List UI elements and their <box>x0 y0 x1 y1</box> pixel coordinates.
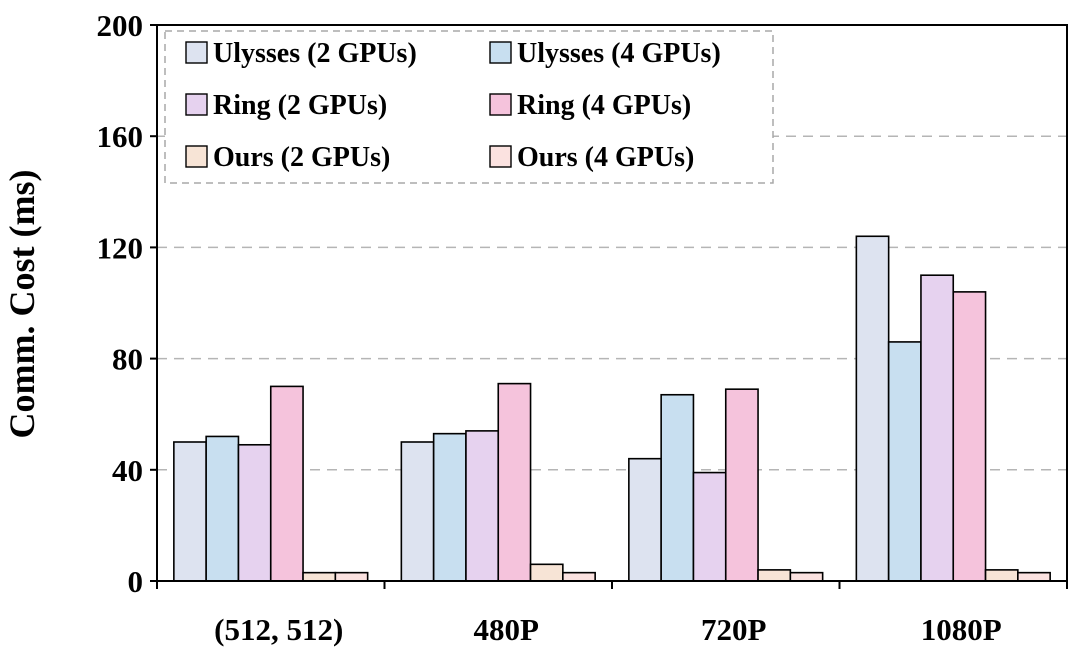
bar-2-0 <box>237 443 272 582</box>
bar-2-2 <box>692 471 727 582</box>
bar-3-3 <box>952 291 987 582</box>
bar-4-0 <box>302 571 337 582</box>
legend-label-5: Ours (4 GPUs) <box>517 142 694 173</box>
bar-5-1 <box>562 571 596 582</box>
legend-label-1: Ulysses (4 GPUs) <box>517 38 721 69</box>
legend-label-4: Ours (2 GPUs) <box>213 142 390 173</box>
legend-swatch-2 <box>185 93 208 116</box>
legend-swatch-0 <box>185 41 208 64</box>
bar-2-3 <box>920 274 955 582</box>
bar-0-3 <box>855 235 890 582</box>
y-tick-label-3: 120 <box>97 230 144 265</box>
bar-1-0 <box>205 435 240 582</box>
bar-4-3 <box>984 569 1019 582</box>
legend: Ulysses (2 GPUs) Ulysses (4 GPUs) Ring (2 … <box>164 30 774 184</box>
bars <box>173 235 1051 582</box>
x-tick-label-3: 1080P <box>921 612 1002 647</box>
legend-label-2: Ring (2 GPUs) <box>213 90 387 121</box>
x-tick-labels: (512, 512) 480P 720P 1080P <box>214 612 1002 647</box>
bar-1-1 <box>432 432 467 582</box>
bar-4-1 <box>529 563 564 582</box>
y-axis-label: Comm. Cost (ms) <box>2 170 42 439</box>
y-tick-label-5: 200 <box>97 8 144 43</box>
legend-label-3: Ring (4 GPUs) <box>517 90 691 121</box>
legend-label-0: Ulysses (2 GPUs) <box>213 38 417 69</box>
bar-0-1 <box>400 441 435 582</box>
x-tick-label-0: (512, 512) <box>214 612 343 647</box>
bar-0-0 <box>173 441 207 582</box>
bar-5-0 <box>334 571 369 582</box>
bar-2-1 <box>465 430 500 582</box>
legend-swatch-4 <box>185 145 208 168</box>
x-tick-label-2: 720P <box>701 612 767 647</box>
bar-3-0 <box>269 385 304 582</box>
y-tick-label-2: 80 <box>112 342 143 377</box>
bar-5-3 <box>1017 571 1051 582</box>
y-tick-label-0: 0 <box>128 564 144 599</box>
y-tick-label-4: 160 <box>97 119 144 154</box>
x-tick-label-1: 480P <box>474 612 540 647</box>
axes <box>150 24 1068 589</box>
bar-4-2 <box>757 569 792 582</box>
y-tick-label-1: 40 <box>112 453 143 488</box>
bar-3-2 <box>724 388 759 582</box>
legend-swatch-1 <box>489 41 512 64</box>
bar-0-2 <box>628 457 662 582</box>
bar-3-1 <box>497 382 532 582</box>
bar-1-3 <box>887 341 922 582</box>
legend-swatch-3 <box>489 93 512 116</box>
y-tick-labels: 0 40 80 120 160 200 <box>97 8 144 599</box>
bar-1-2 <box>660 393 695 582</box>
legend-swatch-5 <box>489 145 512 168</box>
bar-5-2 <box>789 571 824 582</box>
legend-box <box>164 30 774 184</box>
